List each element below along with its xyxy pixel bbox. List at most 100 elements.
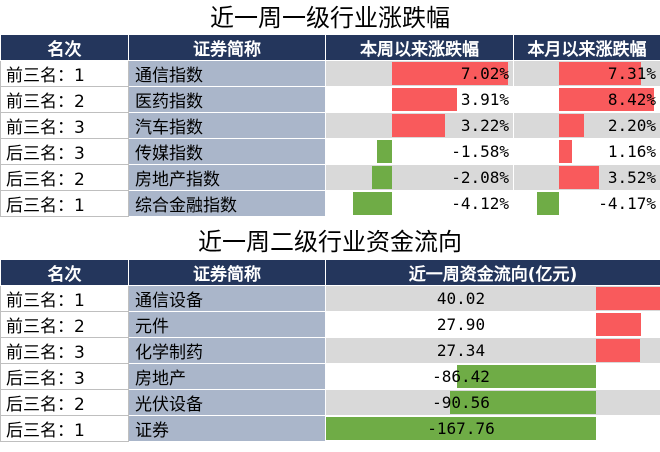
week-change-bar xyxy=(392,62,508,85)
week-change-cell: -2.08% xyxy=(325,164,514,191)
month-change-cell: 2.20% xyxy=(513,112,660,139)
week-change-bar xyxy=(353,192,392,215)
security-name-cell: 化学制药 xyxy=(128,337,326,364)
month-change-bar xyxy=(559,140,573,163)
change-value: 2.20% xyxy=(607,116,656,135)
col-header-week-change: 本周以来涨跌幅 xyxy=(325,34,514,61)
change-value: 7.02% xyxy=(460,64,509,83)
table-row: 前三名：3 汽车指数 3.22% 2.20% xyxy=(0,112,660,139)
flow-cell: -86.42 xyxy=(324,363,660,390)
rank-cell: 后三名：2 xyxy=(0,389,129,416)
change-value: 3.52% xyxy=(607,168,656,187)
week-change-cell: 3.22% xyxy=(325,112,514,139)
table-row: 后三名：1 综合金融指数 -4.12% -4.17% xyxy=(0,190,660,217)
col-header-flow: 近一周资金流向(亿元) xyxy=(324,259,660,286)
section1-title: 近一周一级行业涨跌幅 xyxy=(210,4,450,32)
flow-cell: 40.02 xyxy=(324,285,660,312)
change-value: -2.08% xyxy=(451,168,509,187)
change-value: -4.17% xyxy=(598,194,656,213)
week-change-bar xyxy=(372,166,392,189)
week-change-bar xyxy=(392,114,446,137)
flow-value: 40.02 xyxy=(436,289,486,308)
flow-bar xyxy=(596,313,641,336)
table-row: 前三名：2 元件 27.90 xyxy=(0,311,660,338)
flow-cell: 27.34 xyxy=(324,337,660,364)
col-header-month-change: 本月以来涨跌幅 xyxy=(513,34,660,61)
change-value: -4.12% xyxy=(451,194,509,213)
month-change-bar xyxy=(536,192,559,215)
month-change-cell: 8.42% xyxy=(513,86,660,113)
rank-cell: 前三名：3 xyxy=(0,337,129,364)
month-change-cell: -4.17% xyxy=(513,190,660,217)
week-change-cell: 3.91% xyxy=(325,86,514,113)
flow-bar xyxy=(456,365,596,388)
flow-bar xyxy=(450,391,596,414)
month-change-bar xyxy=(559,88,654,111)
security-name-cell: 汽车指数 xyxy=(128,112,326,139)
flow-bar xyxy=(596,339,640,362)
col-header-rank: 名次 xyxy=(0,259,129,286)
security-name-cell: 证券 xyxy=(128,415,326,442)
month-change-cell: 7.31% xyxy=(513,60,660,87)
col-header-rank: 名次 xyxy=(0,34,129,61)
rank-cell: 前三名：2 xyxy=(0,86,129,113)
security-name-cell: 综合金融指数 xyxy=(128,190,326,217)
month-change-cell: 3.52% xyxy=(513,164,660,191)
change-value: 7.31% xyxy=(607,64,656,83)
flow-cell: 27.90 xyxy=(324,311,660,338)
week-change-cell: -1.58% xyxy=(325,138,514,165)
security-name-cell: 元件 xyxy=(128,311,326,338)
security-name-cell: 医药指数 xyxy=(128,86,326,113)
month-change-bar xyxy=(559,166,599,189)
table-row: 后三名：3 传媒指数 -1.58% 1.16% xyxy=(0,138,660,165)
rank-cell: 前三名：1 xyxy=(0,60,129,87)
table-row: 后三名：2 房地产指数 -2.08% 3.52% xyxy=(0,164,660,191)
change-value: 8.42% xyxy=(607,90,656,109)
change-value: 3.22% xyxy=(460,116,509,135)
col-header-name: 证券简称 xyxy=(128,259,326,286)
rank-cell: 后三名：3 xyxy=(0,138,129,165)
table-row: 前三名：1 通信设备 40.02 xyxy=(0,285,660,312)
rank-cell: 前三名：2 xyxy=(0,311,129,338)
week-change-cell: 7.02% xyxy=(325,60,514,87)
flow-cell: -90.56 xyxy=(324,389,660,416)
week-change-bar xyxy=(377,140,392,163)
security-name-cell: 通信指数 xyxy=(128,60,326,87)
month-change-cell: 1.16% xyxy=(513,138,660,165)
change-value: 1.16% xyxy=(607,142,656,161)
flow-bar xyxy=(326,417,596,440)
rank-cell: 前三名：3 xyxy=(0,112,129,139)
flow-value: -90.56 xyxy=(432,393,490,412)
rank-cell: 后三名：3 xyxy=(0,363,129,390)
col-header-name: 证券简称 xyxy=(128,34,326,61)
week-change-cell: -4.12% xyxy=(325,190,514,217)
week-change-bar xyxy=(392,88,457,111)
flow-value: -86.42 xyxy=(432,367,490,386)
fund-flow-table: 名次 证券简称 近一周资金流向(亿元) 前三名：1 通信设备 40.02 前三名：2 元… xyxy=(0,259,660,442)
industry-change-table: 名次 证券简称 本周以来涨跌幅 本月以来涨跌幅 前三名：1 通信指数 7.02% 7.… xyxy=(0,34,660,217)
flow-value: 27.90 xyxy=(436,315,486,334)
flow-cell: -167.76 xyxy=(324,415,660,442)
flow-bar xyxy=(596,287,660,310)
security-name-cell: 光伏设备 xyxy=(128,389,326,416)
month-change-bar xyxy=(559,62,642,85)
flow-value: -167.76 xyxy=(427,419,495,438)
change-value: 3.91% xyxy=(460,90,509,109)
security-name-cell: 传媒指数 xyxy=(128,138,326,165)
rank-cell: 后三名：2 xyxy=(0,164,129,191)
rank-cell: 后三名：1 xyxy=(0,190,129,217)
change-value: -1.58% xyxy=(451,142,509,161)
security-name-cell: 房地产 xyxy=(128,363,326,390)
security-name-cell: 通信设备 xyxy=(128,285,326,312)
table-row: 后三名：3 房地产 -86.42 xyxy=(0,363,660,390)
table-row: 后三名：2 光伏设备 -90.56 xyxy=(0,389,660,416)
month-change-bar xyxy=(559,114,584,137)
table-row: 前三名：2 医药指数 3.91% 8.42% xyxy=(0,86,660,113)
table-row: 后三名：1 证券 -167.76 xyxy=(0,415,660,442)
flow-value: 27.34 xyxy=(436,341,486,360)
security-name-cell: 房地产指数 xyxy=(128,164,326,191)
table-row: 前三名：3 化学制药 27.34 xyxy=(0,337,660,364)
rank-cell: 前三名：1 xyxy=(0,285,129,312)
rank-cell: 后三名：1 xyxy=(0,415,129,442)
table-row: 前三名：1 通信指数 7.02% 7.31% xyxy=(0,60,660,87)
